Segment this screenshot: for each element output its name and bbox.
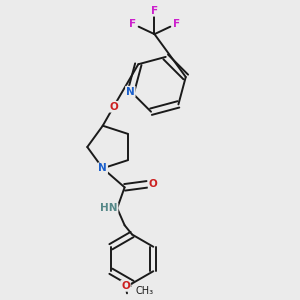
Text: HN: HN <box>100 203 118 213</box>
Text: CH₃: CH₃ <box>135 286 153 296</box>
Text: N: N <box>126 87 135 97</box>
Text: O: O <box>148 179 158 189</box>
Text: F: F <box>151 5 158 16</box>
Text: F: F <box>173 19 180 29</box>
Text: N: N <box>98 163 107 173</box>
Text: O: O <box>109 102 118 112</box>
Text: O: O <box>121 281 130 291</box>
Text: F: F <box>128 19 136 29</box>
